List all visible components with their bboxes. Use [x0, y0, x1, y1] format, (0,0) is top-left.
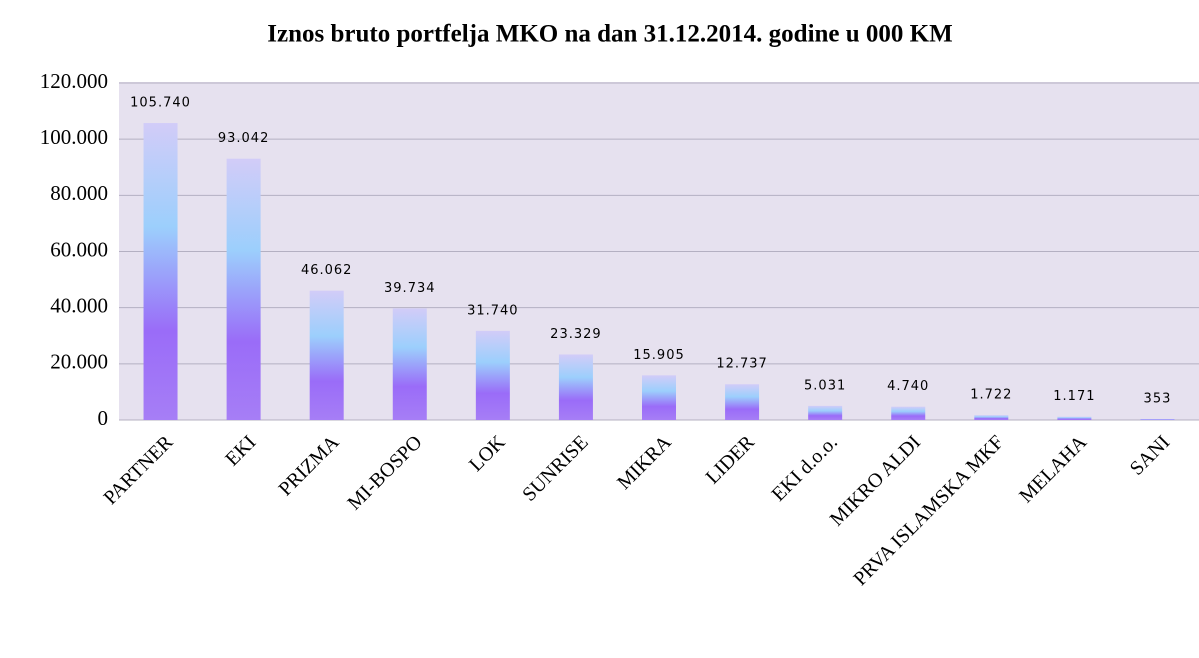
bar	[974, 415, 1009, 420]
value-label: 4.740	[887, 379, 929, 394]
value-label: 5.031	[804, 378, 846, 393]
bar	[309, 290, 344, 420]
y-tick-label: 100.000	[40, 125, 108, 149]
y-tick-label: 80.000	[50, 181, 108, 205]
value-label: 93.042	[218, 131, 270, 146]
bar	[1057, 416, 1092, 420]
y-tick-label: 120.000	[40, 69, 108, 93]
y-tick-label: 60.000	[50, 237, 108, 261]
x-tick-label: MIKRA	[613, 431, 676, 494]
bar	[392, 308, 427, 420]
chart-title: Iznos bruto portfelja MKO na dan 31.12.2…	[267, 21, 952, 48]
value-label: 31.740	[467, 303, 519, 318]
bar	[725, 384, 760, 420]
value-label: 15.905	[633, 348, 685, 363]
x-tick-label: EKI	[221, 431, 260, 470]
bar	[642, 375, 676, 420]
value-label: 1.722	[970, 388, 1012, 403]
value-label: 353	[1144, 392, 1172, 407]
bar	[558, 354, 593, 420]
y-tick-label: 0	[98, 406, 109, 430]
value-label: 1.171	[1053, 389, 1095, 404]
value-label: 12.737	[716, 357, 768, 372]
x-tick-label: MI-BOSPO	[343, 431, 426, 514]
y-tick-label: 40.000	[50, 293, 108, 317]
y-tick-label: 20.000	[50, 350, 108, 374]
bar	[1140, 419, 1175, 420]
x-tick-label: PARTNER	[99, 431, 177, 509]
value-label: 39.734	[384, 281, 436, 296]
bar	[891, 406, 926, 420]
bar	[143, 123, 178, 420]
x-tick-label: PRVA ISLAMSKA MKF	[849, 431, 1008, 590]
value-label: 46.062	[301, 263, 353, 278]
x-tick-label: EKI d.o.o.	[767, 431, 841, 505]
value-label: 105.740	[130, 96, 191, 111]
bar	[808, 405, 843, 420]
x-tick-label: PRIZMA	[274, 431, 343, 500]
x-tick-label: SUNRISE	[518, 431, 593, 506]
bar	[475, 330, 510, 420]
value-label: 23.329	[550, 327, 602, 342]
x-tick-label: SANI	[1126, 431, 1175, 480]
bar	[226, 158, 261, 421]
x-tick-label: LOK	[465, 431, 510, 476]
x-tick-label: MELAHA	[1015, 431, 1091, 507]
x-tick-label: LIDER	[702, 431, 760, 489]
